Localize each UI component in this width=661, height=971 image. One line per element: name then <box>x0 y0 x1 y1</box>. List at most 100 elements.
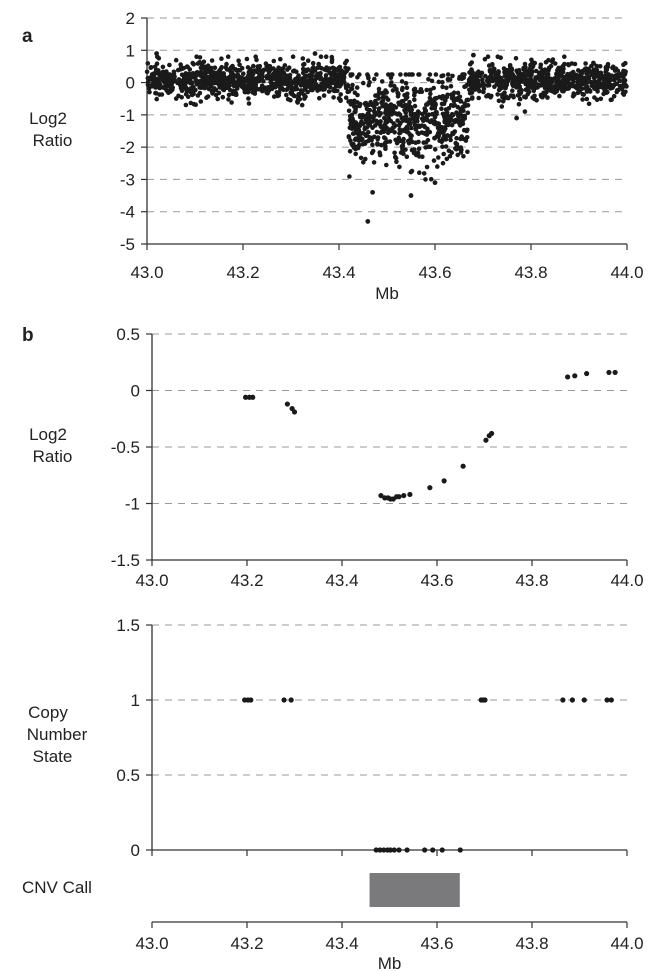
data-point <box>351 125 356 130</box>
data-point <box>285 67 290 72</box>
data-point <box>570 697 575 702</box>
data-point <box>327 89 332 94</box>
data-point <box>591 61 596 66</box>
data-point <box>299 91 304 96</box>
data-point <box>375 141 380 146</box>
data-point <box>608 78 613 83</box>
data-point <box>166 91 171 96</box>
data-point <box>393 155 398 160</box>
data-point <box>447 148 452 153</box>
data-point <box>161 65 166 70</box>
data-point <box>408 134 413 139</box>
data-point <box>572 373 577 378</box>
data-point <box>565 374 570 379</box>
data-point <box>481 90 486 95</box>
x-tick-label: 43.2 <box>230 934 263 953</box>
data-point <box>358 115 363 120</box>
cnv-call-label: CNV Call <box>22 878 92 897</box>
data-points <box>243 370 618 502</box>
data-point <box>316 72 321 77</box>
data-point <box>466 103 471 108</box>
data-point <box>423 125 428 130</box>
data-point <box>440 847 445 852</box>
data-point <box>390 126 395 131</box>
data-point <box>167 80 172 85</box>
data-point <box>245 57 250 62</box>
data-point <box>565 72 570 77</box>
data-point <box>557 94 562 99</box>
x-tick-label: 43.4 <box>322 263 355 282</box>
data-point <box>156 82 161 87</box>
data-point <box>429 177 434 182</box>
data-point <box>466 98 471 103</box>
data-point <box>288 98 293 103</box>
y-tick-label: 0 <box>126 74 135 93</box>
data-point <box>197 85 202 90</box>
data-point <box>355 85 360 90</box>
data-point <box>232 73 237 78</box>
data-point <box>402 116 407 121</box>
data-point <box>319 54 324 59</box>
data-point <box>441 161 446 166</box>
data-point <box>398 101 403 106</box>
data-point <box>489 94 494 99</box>
data-point <box>529 58 534 63</box>
data-point <box>543 67 548 72</box>
data-point <box>147 90 152 95</box>
data-point <box>397 165 402 170</box>
data-point <box>337 73 342 78</box>
data-point <box>426 138 431 143</box>
data-point <box>413 104 418 109</box>
data-point <box>530 95 535 100</box>
data-point <box>188 80 193 85</box>
data-point <box>352 145 357 150</box>
data-point <box>606 370 611 375</box>
data-point <box>182 84 187 89</box>
data-point <box>368 108 373 113</box>
data-point <box>592 80 597 85</box>
data-point <box>455 153 460 158</box>
data-point <box>473 87 478 92</box>
data-point <box>449 92 454 97</box>
data-point <box>179 80 184 85</box>
y-tick-label: 0 <box>131 841 140 860</box>
data-point <box>313 79 318 84</box>
data-point <box>235 82 240 87</box>
data-point <box>148 65 153 70</box>
data-point <box>542 93 547 98</box>
data-point <box>300 103 305 108</box>
data-point <box>528 63 533 68</box>
data-point <box>548 88 553 93</box>
data-point <box>247 101 252 106</box>
data-point <box>401 144 406 149</box>
data-point <box>582 697 587 702</box>
data-point <box>413 87 418 92</box>
data-point <box>449 84 454 89</box>
data-point <box>406 107 411 112</box>
data-point <box>440 80 445 85</box>
data-point <box>398 130 403 135</box>
data-point <box>502 66 507 71</box>
data-point <box>614 90 619 95</box>
data-point <box>376 93 381 98</box>
data-point <box>263 86 268 91</box>
data-point <box>502 90 507 95</box>
data-point <box>433 115 438 120</box>
data-point <box>372 160 377 165</box>
data-point <box>392 151 397 156</box>
data-point <box>523 62 528 67</box>
data-point <box>330 60 335 65</box>
y-tick-label: 1.5 <box>116 616 140 635</box>
data-point <box>446 77 451 82</box>
data-point <box>226 85 231 90</box>
data-point <box>501 99 506 104</box>
data-point <box>572 92 577 97</box>
data-point <box>595 74 600 79</box>
data-point <box>454 136 459 141</box>
data-point <box>385 120 390 125</box>
data-point <box>603 70 608 75</box>
data-point <box>374 72 379 77</box>
data-point <box>437 95 442 100</box>
data-point <box>431 86 436 91</box>
x-tick-label: 43.4 <box>325 571 358 590</box>
